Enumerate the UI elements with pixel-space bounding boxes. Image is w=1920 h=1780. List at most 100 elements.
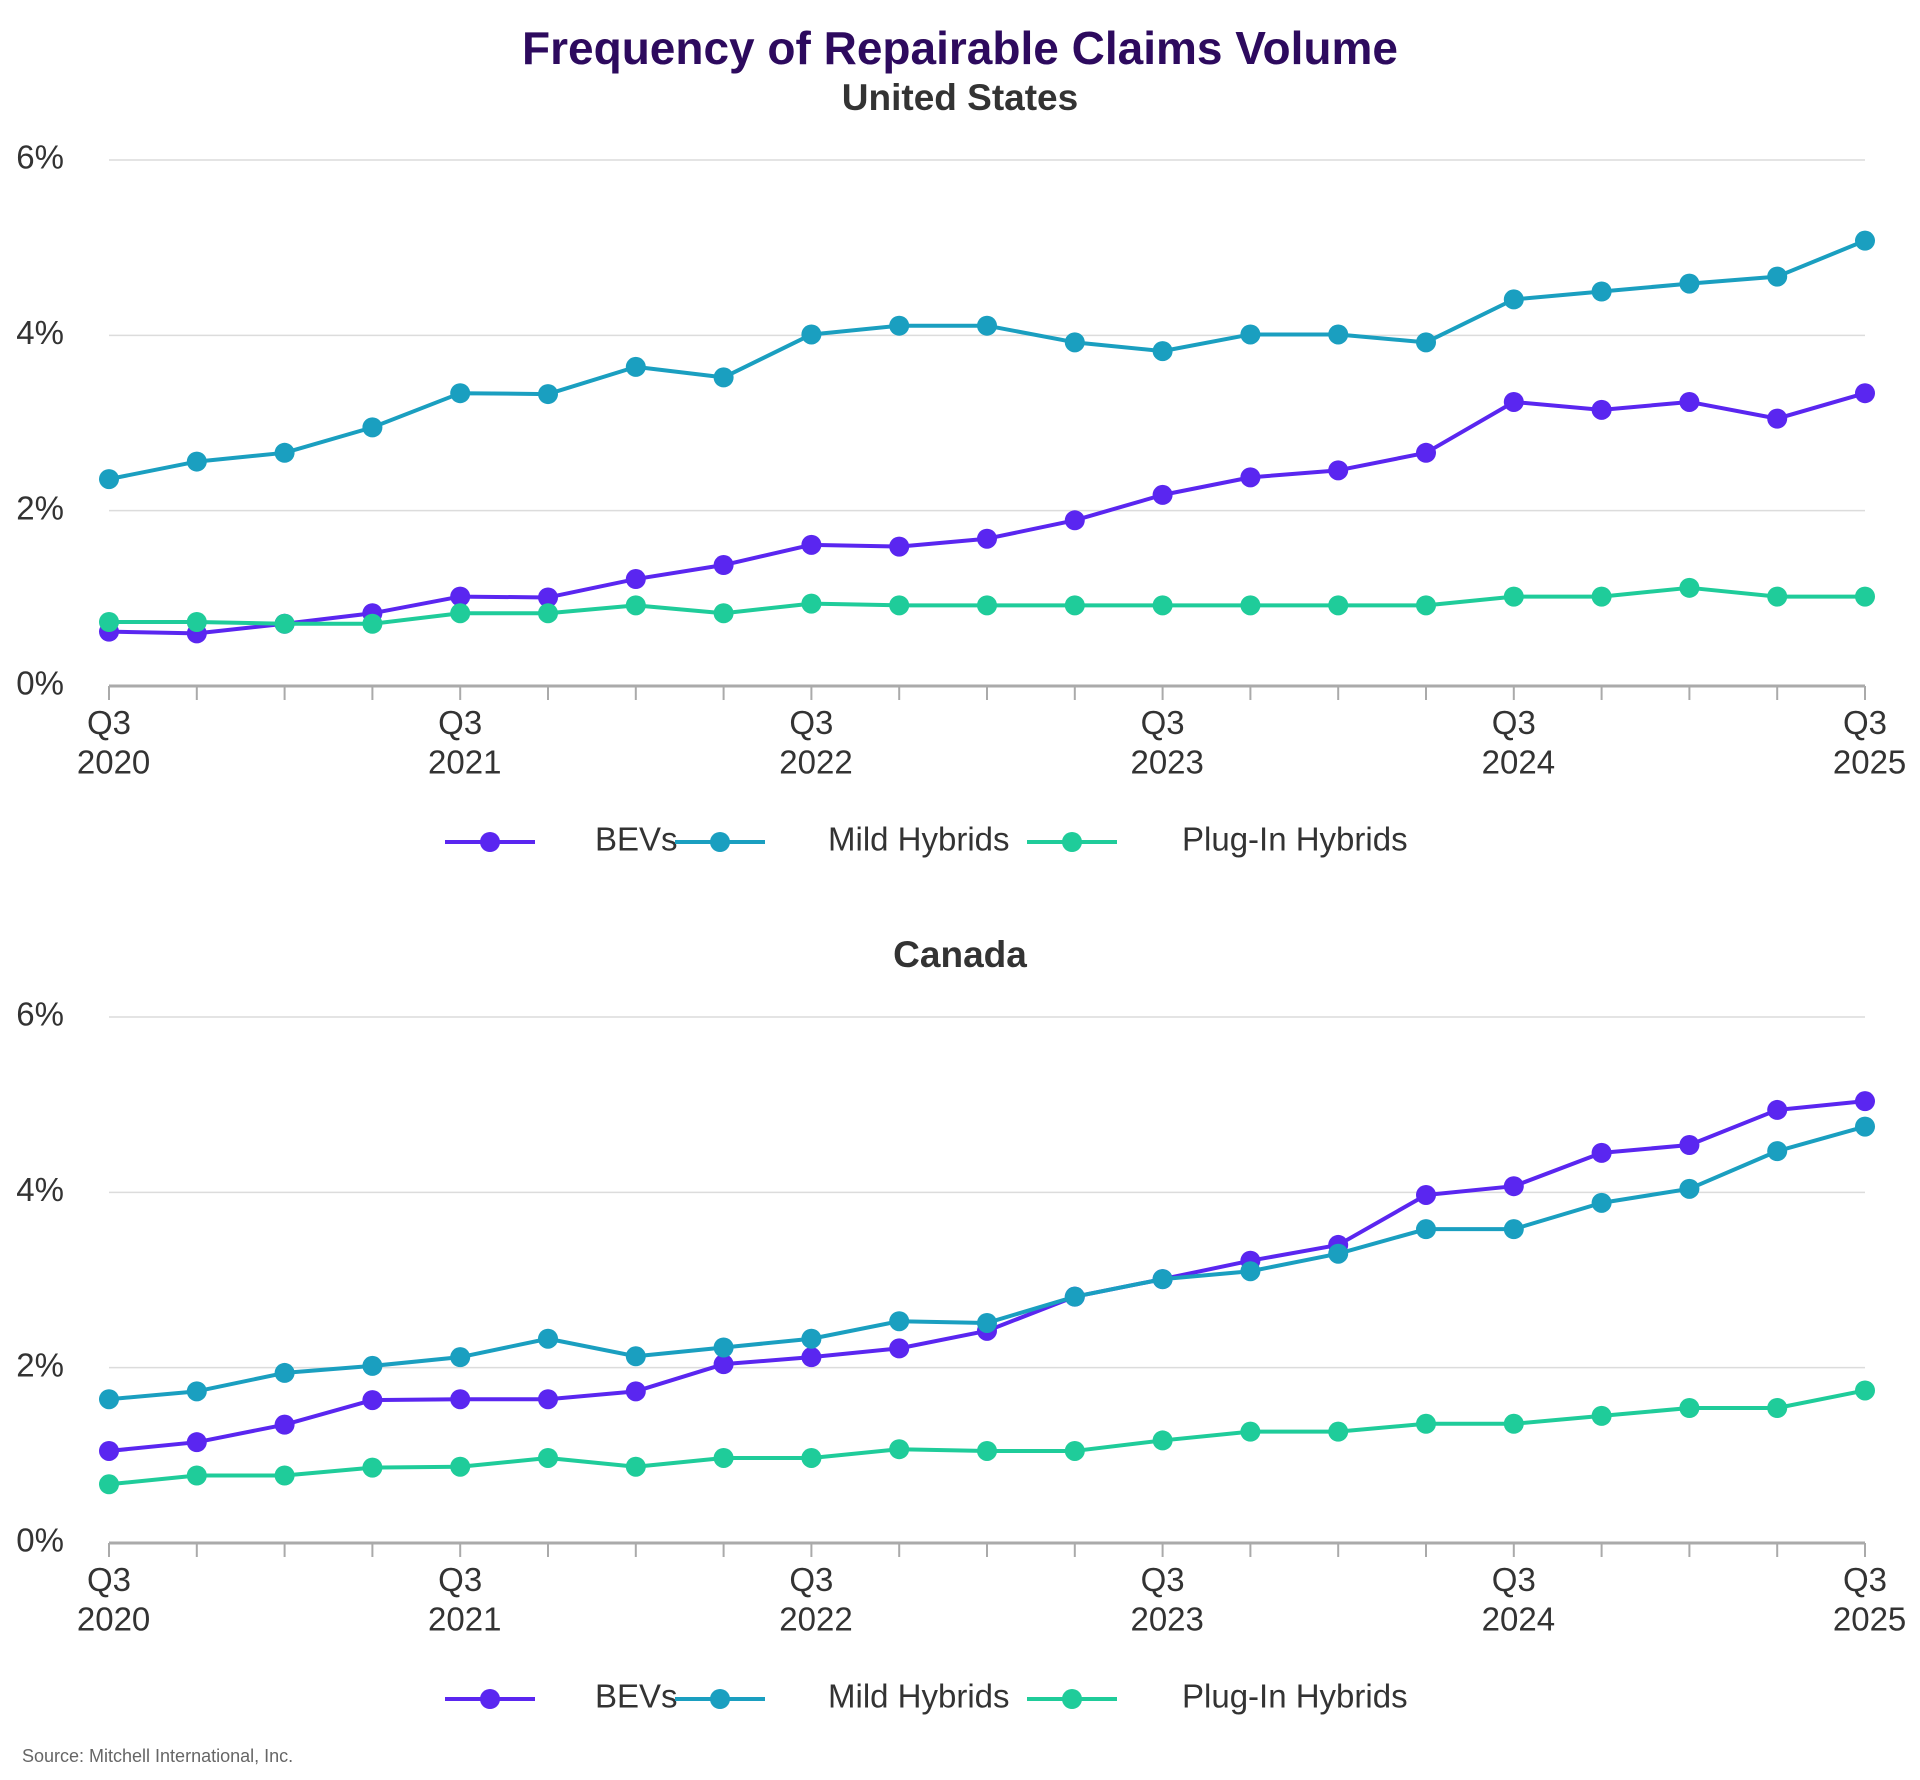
data-point <box>889 1338 910 1359</box>
x-tick-label: Q3 2024 <box>1473 1561 1556 1638</box>
data-point <box>1064 1286 1085 1307</box>
data-point <box>625 569 646 590</box>
data-point <box>889 1311 910 1332</box>
main-title: Frequency of Repairable Claims Volume <box>522 22 1398 74</box>
data-point <box>801 534 822 555</box>
data-point <box>1591 1405 1612 1426</box>
data-point <box>889 315 910 336</box>
source-note: Source: Mitchell International, Inc. <box>22 1746 293 1766</box>
data-point <box>1064 595 1085 616</box>
x-tick-label: Q3 2021 <box>419 704 502 781</box>
data-point <box>1767 586 1788 607</box>
data-point <box>713 603 734 624</box>
data-point <box>1152 1269 1173 1290</box>
x-tick-label: Q3 2023 <box>1121 704 1204 781</box>
legend-marker <box>1062 832 1082 852</box>
x-tick-label: Q3 2023 <box>1121 1561 1204 1638</box>
legend-label: Plug-In Hybrids <box>1182 821 1408 858</box>
data-point <box>1416 1219 1436 1240</box>
data-point <box>274 613 295 634</box>
data-point <box>1503 1413 1524 1434</box>
legend-marker <box>480 832 500 852</box>
series-line <box>108 238 1866 482</box>
x-tick-label: Q3 2020 <box>68 1561 151 1638</box>
data-point <box>801 1347 822 1368</box>
data-point <box>186 1381 207 1402</box>
y-tick-label: 0% <box>16 665 64 702</box>
data-point <box>977 1440 997 1461</box>
data-point <box>538 1447 558 1468</box>
data-point <box>1240 1261 1261 1282</box>
data-point <box>713 367 734 388</box>
data-point <box>801 324 822 345</box>
data-point <box>713 1337 734 1358</box>
legend-marker <box>710 1689 730 1709</box>
data-point <box>1591 1142 1612 1163</box>
data-point <box>99 1389 119 1410</box>
y-tick-label: 6% <box>16 139 64 176</box>
y-tick-label: 2% <box>16 489 64 526</box>
data-point <box>538 1328 558 1349</box>
data-point <box>801 1328 822 1349</box>
data-point <box>889 536 910 557</box>
data-point <box>362 1457 383 1478</box>
data-point <box>1152 1430 1173 1451</box>
data-point <box>450 383 471 404</box>
data-point <box>1240 1421 1261 1442</box>
data-point <box>977 1312 997 1333</box>
data-point <box>186 612 207 633</box>
x-tick-label: Q3 2020 <box>68 704 151 781</box>
data-point <box>538 603 558 624</box>
data-point <box>889 595 910 616</box>
data-point <box>801 593 822 614</box>
legend-marker <box>1062 1689 1082 1709</box>
data-point <box>1767 266 1788 287</box>
legend-marker <box>710 832 730 852</box>
data-point <box>1591 281 1612 302</box>
data-point <box>1855 230 1875 251</box>
data-point <box>1679 577 1700 598</box>
data-point <box>1591 399 1612 420</box>
data-point <box>713 555 734 576</box>
data-point <box>186 451 207 472</box>
data-point <box>450 1347 471 1368</box>
data-point <box>1416 1413 1436 1434</box>
y-tick-label: 0% <box>16 1522 64 1559</box>
data-point <box>977 528 997 549</box>
legend-label: Mild Hybrids <box>828 1678 1010 1715</box>
data-point <box>274 1362 295 1383</box>
data-point <box>1855 1091 1875 1112</box>
data-point <box>186 1432 207 1453</box>
data-point <box>450 603 471 624</box>
data-point <box>625 356 646 377</box>
legend-label: BEVs <box>595 1678 678 1715</box>
data-point <box>1855 1380 1875 1401</box>
data-point <box>538 384 558 405</box>
data-point <box>1591 1192 1612 1213</box>
x-tick-label: Q3 2024 <box>1473 704 1556 781</box>
y-tick-label: 4% <box>16 314 64 351</box>
data-point <box>1767 408 1788 429</box>
data-point <box>274 1465 295 1486</box>
data-point <box>1416 332 1436 353</box>
data-point <box>450 1389 471 1410</box>
data-point <box>1328 1243 1349 1264</box>
data-point <box>1064 1440 1085 1461</box>
x-tick-label: Q3 2022 <box>770 704 853 781</box>
data-point <box>538 1389 558 1410</box>
data-point <box>1503 289 1524 310</box>
x-tick-label: Q3 2021 <box>419 1561 502 1638</box>
data-point <box>362 613 383 634</box>
x-tick-label: Q3 2025 <box>1824 704 1907 781</box>
data-point <box>1503 586 1524 607</box>
data-point <box>274 1414 295 1435</box>
data-point <box>450 1456 471 1477</box>
data-point <box>713 1354 734 1375</box>
data-point <box>801 1447 822 1468</box>
data-point <box>1503 391 1524 412</box>
data-point <box>186 1465 207 1486</box>
chart-title: United States <box>842 77 1078 118</box>
data-point <box>1679 273 1700 294</box>
y-tick-label: 6% <box>16 996 64 1033</box>
data-point <box>713 1447 734 1468</box>
